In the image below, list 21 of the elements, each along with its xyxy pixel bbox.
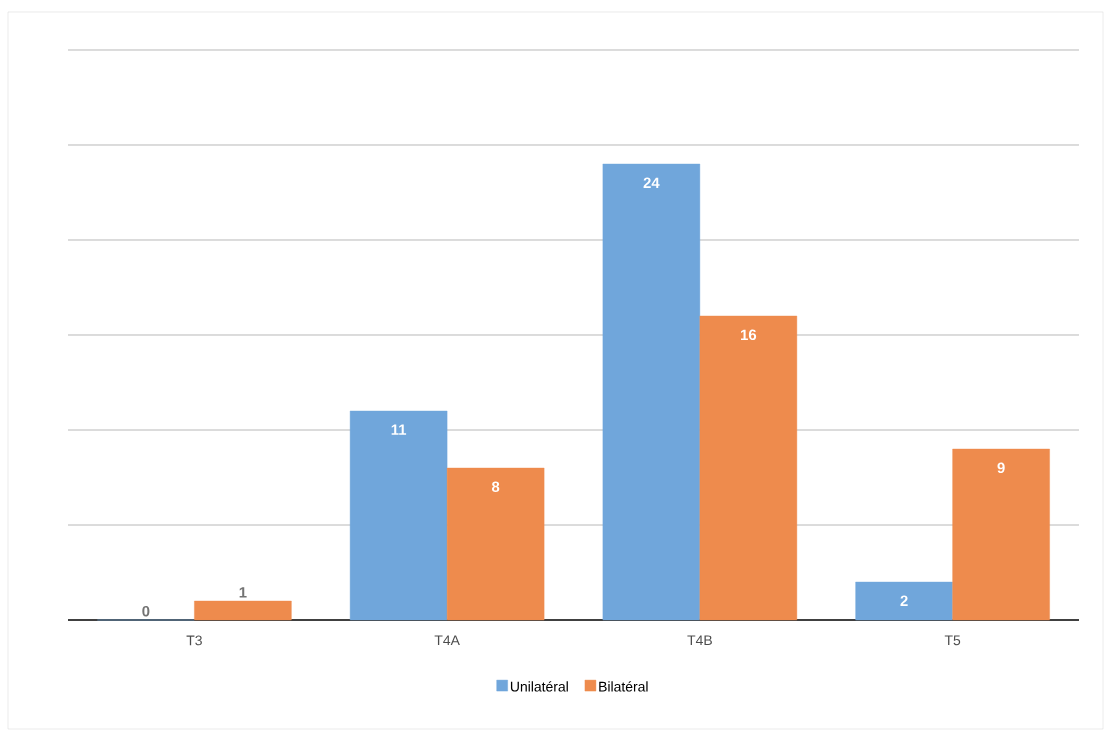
x-tick-label: T5 xyxy=(944,635,961,646)
bar xyxy=(194,600,292,621)
bar xyxy=(446,467,545,621)
data-label: 16 xyxy=(741,329,757,341)
bar xyxy=(349,410,448,621)
x-tick-label: T3 xyxy=(186,635,202,646)
data-label: 0 xyxy=(142,605,150,617)
data-label: 24 xyxy=(643,177,660,188)
data-label: 1 xyxy=(239,587,247,598)
data-label: 8 xyxy=(491,481,500,493)
bar xyxy=(602,163,701,621)
legend-label: Unilatéral xyxy=(510,681,568,692)
x-tick-label: T4A xyxy=(434,635,460,646)
bar xyxy=(855,581,953,621)
legend-label: Bilatéral xyxy=(599,681,648,692)
bar xyxy=(699,315,798,621)
bar xyxy=(952,448,1050,621)
data-label: 11 xyxy=(391,424,407,435)
data-label: 9 xyxy=(997,462,1005,474)
x-tick-label: T4B xyxy=(687,635,712,646)
data-label: 2 xyxy=(900,595,908,606)
